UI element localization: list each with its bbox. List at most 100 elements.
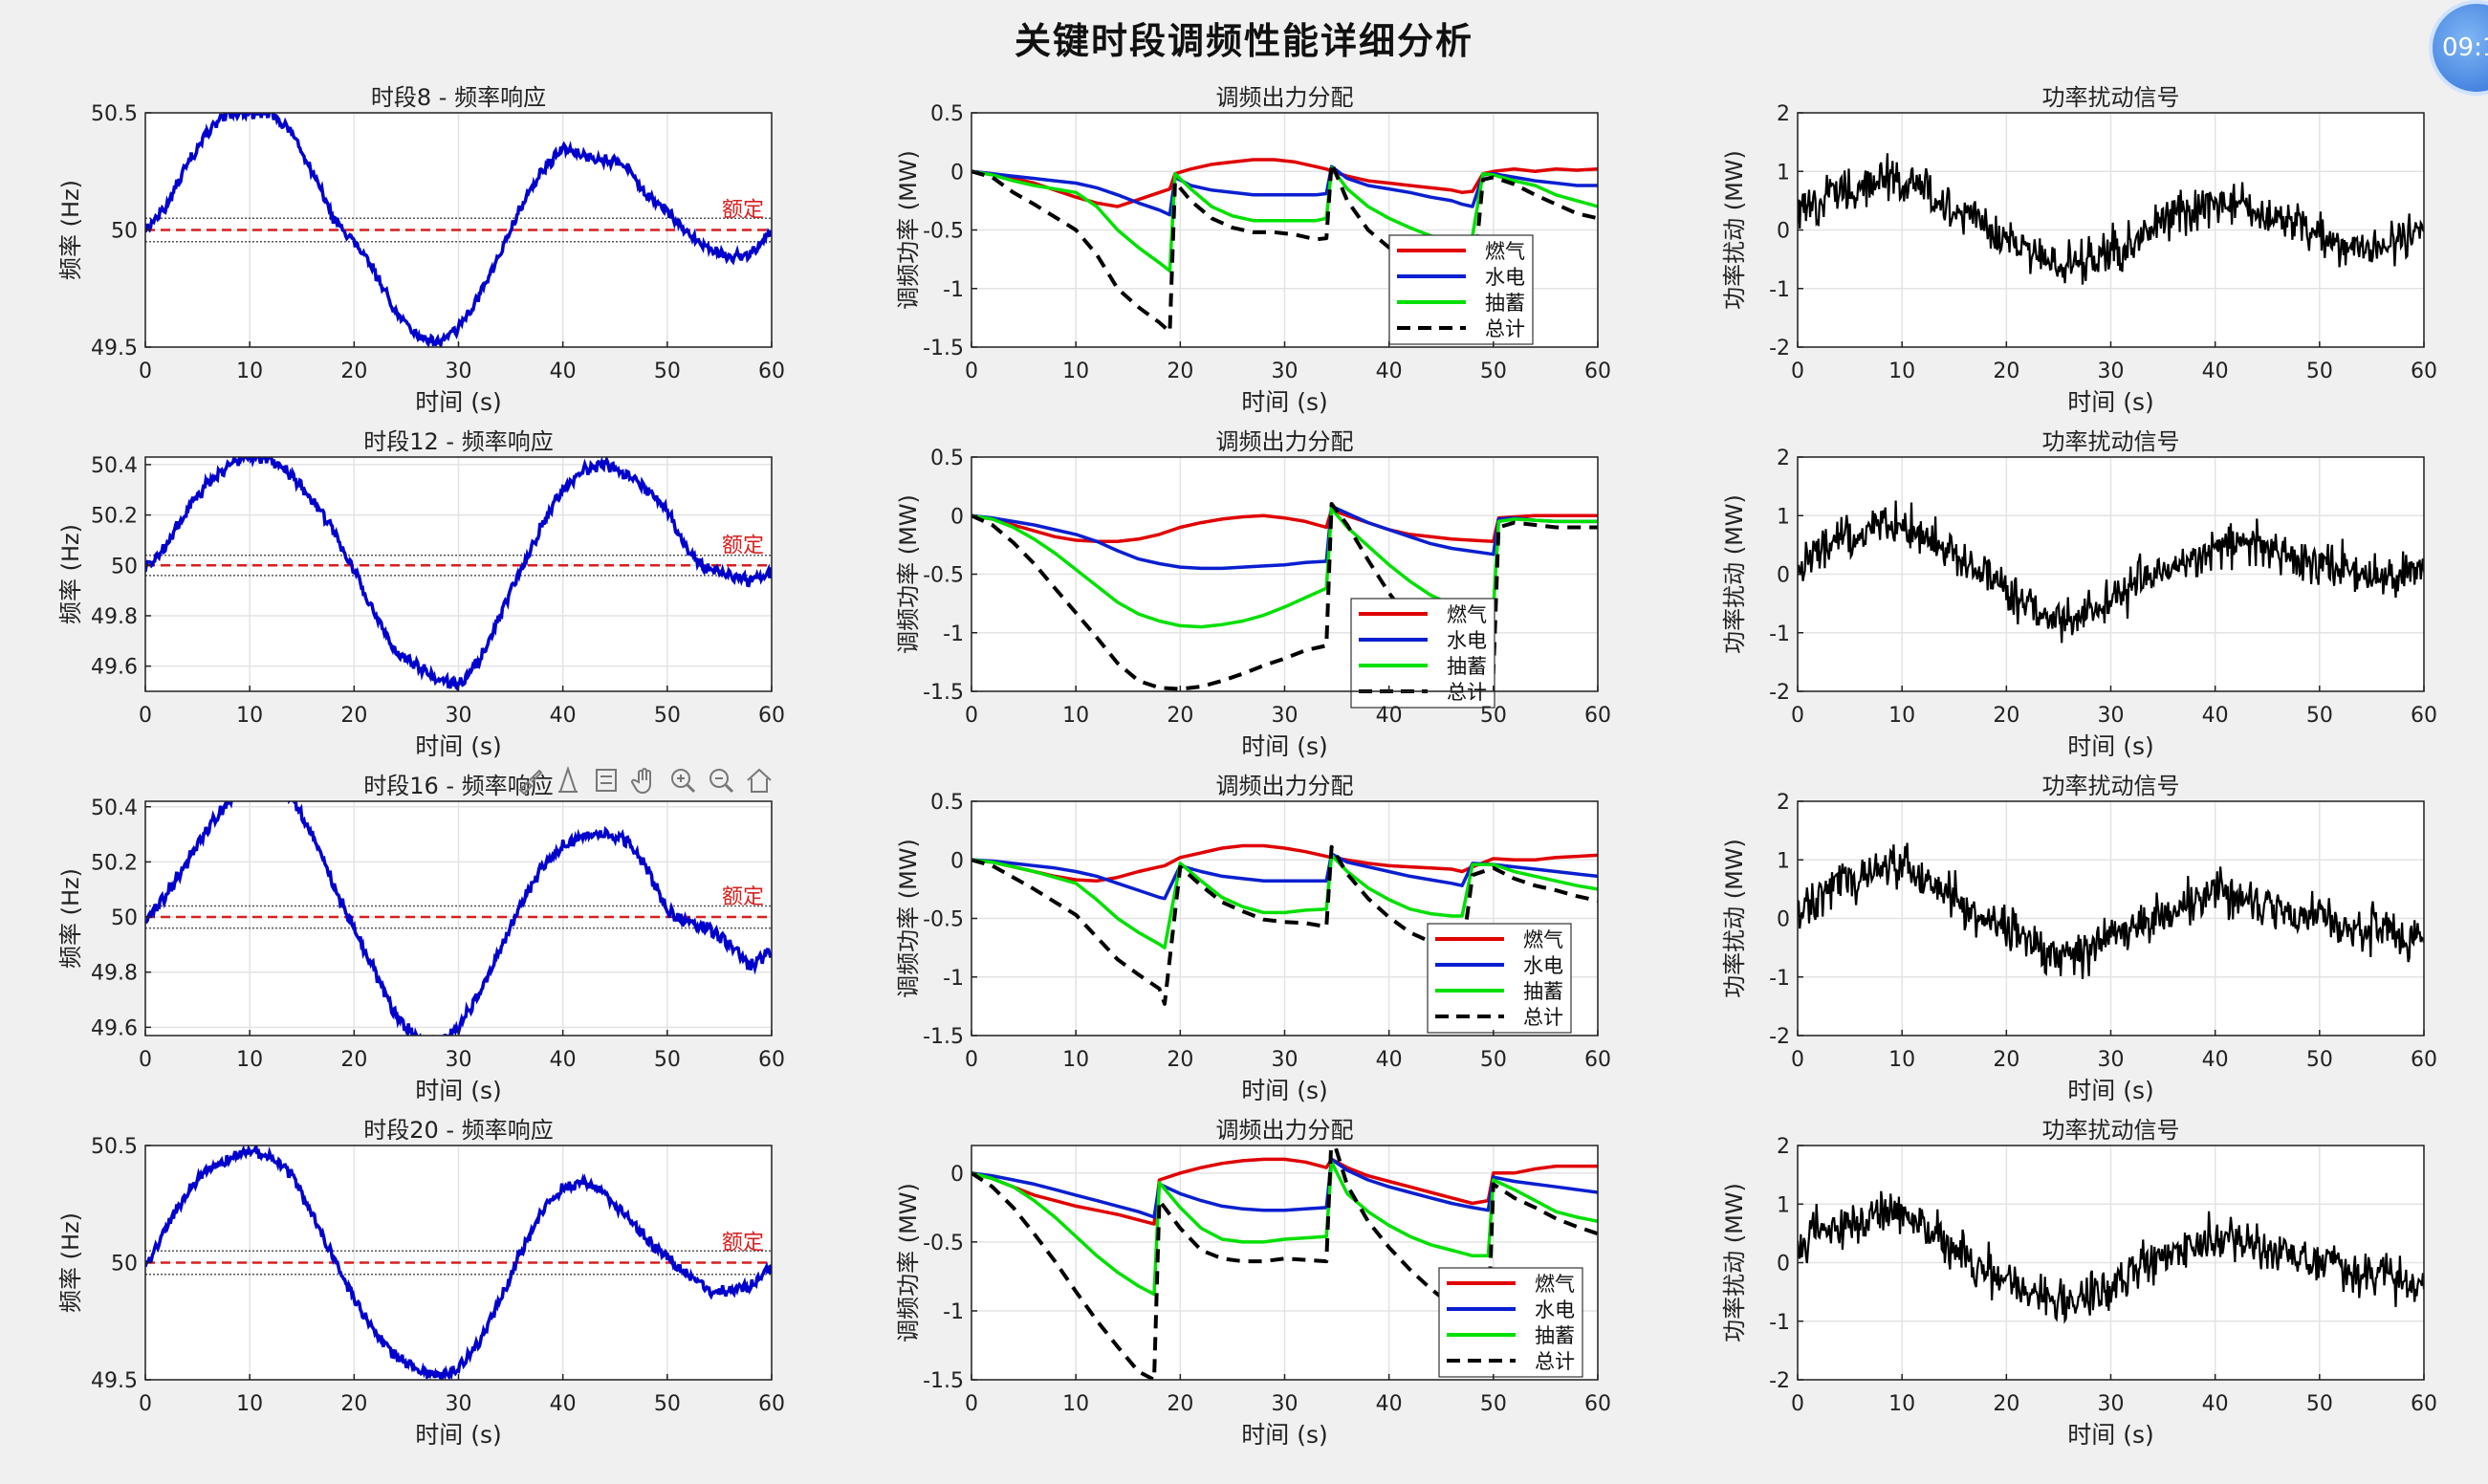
y-axis-label: 频率 (Hz) (57, 868, 84, 969)
y-tick-label: -1 (1769, 967, 1790, 991)
disturbance-series-line[interactable] (1798, 500, 2424, 644)
x-tick-label: 40 (1376, 360, 1403, 383)
x-tick-label: 30 (446, 360, 472, 383)
x-tick-label: 60 (2411, 704, 2437, 728)
series-total-line[interactable] (971, 1135, 1598, 1381)
x-tick-label: 0 (1791, 360, 1804, 383)
y-tick-label: 50.2 (91, 505, 138, 529)
y-tick-label: 50 (111, 1253, 138, 1277)
legend-label: 燃气 (1523, 928, 1563, 951)
frequency-series-line[interactable] (145, 1146, 772, 1380)
plot-area (971, 502, 1598, 691)
y-tick-label: -1.5 (923, 1369, 964, 1393)
frequency-series-line[interactable] (145, 448, 772, 691)
x-tick-label: 50 (1480, 360, 1507, 383)
x-tick-label: 10 (236, 360, 263, 383)
x-axis-label: 时间 (s) (415, 1421, 501, 1449)
home-icon[interactable] (742, 763, 776, 797)
legend-label: 抽蓄 (1447, 655, 1487, 678)
series-total-line[interactable] (971, 502, 1598, 691)
y-axis-label: 功率扰动 (MW) (1721, 1183, 1748, 1342)
pan-icon[interactable] (627, 763, 662, 797)
x-tick-label: 60 (758, 704, 785, 728)
y-tick-label: -1 (1769, 278, 1790, 302)
x-tick-label: 10 (1062, 360, 1089, 383)
series-pumped-line[interactable] (971, 1160, 1598, 1297)
x-tick-label: 0 (139, 704, 152, 728)
series-total-line[interactable] (971, 844, 1598, 1006)
axes-toolbar (513, 761, 776, 799)
x-tick-label: 30 (1272, 1048, 1299, 1072)
y-tick-label: -2 (1769, 1369, 1790, 1393)
x-tick-label: 40 (2202, 1048, 2229, 1072)
y-tick-label: 1 (1777, 161, 1790, 185)
plot-area (1798, 500, 2424, 644)
nominal-label: 额定 (722, 1232, 764, 1255)
subplot-2-0[interactable]: 额定 0 10 20 30 40 50 60 49.6 49.8 50 50.2 50.4 时段16 - … (57, 773, 785, 1104)
series-pumped-line[interactable] (971, 853, 1598, 949)
legend-label: 总计 (1535, 1350, 1575, 1373)
x-tick-label: 50 (2306, 1048, 2333, 1072)
x-tick-label: 50 (654, 1392, 681, 1416)
disturbance-series-line[interactable] (1798, 153, 2424, 285)
y-tick-label: 0 (1777, 564, 1790, 588)
x-tick-label: 40 (550, 704, 577, 728)
zoom-in-icon[interactable] (666, 763, 700, 797)
x-tick-label: 40 (1376, 704, 1403, 728)
x-tick-label: 20 (1993, 1048, 2019, 1072)
x-tick-label: 30 (446, 1392, 472, 1416)
series-total-line[interactable] (971, 161, 1598, 335)
x-tick-label: 30 (2098, 1392, 2125, 1416)
x-tick-label: 20 (1993, 360, 2019, 383)
figure-title: 关键时段调频性能详细分析 (1014, 19, 1473, 62)
subplot-title: 调频出力分配 (1216, 428, 1354, 455)
y-tick-label: 50.5 (91, 1135, 138, 1159)
zoom-out-icon[interactable] (704, 763, 738, 797)
subplot-1-0[interactable]: 额定 0 10 20 30 40 50 60 49.6 49.8 50 50.2 50.4 时段12 - … (57, 428, 785, 760)
x-tick-label: 40 (2202, 1392, 2229, 1416)
subplot-title: 时段12 - 频率响应 (363, 428, 553, 455)
y-tick-label: 0 (950, 849, 964, 873)
x-axis-label: 时间 (s) (1241, 388, 1327, 416)
x-tick-label: 30 (2098, 1048, 2125, 1072)
legend-toggle-icon[interactable] (589, 763, 623, 797)
x-tick-label: 40 (1376, 1392, 1403, 1416)
plot-area (1798, 842, 2424, 979)
y-tick-label: -1 (943, 278, 964, 302)
disturbance-series-line[interactable] (1798, 842, 2424, 979)
data-tips-icon[interactable] (551, 763, 585, 797)
x-tick-label: 10 (236, 1392, 263, 1416)
disturbance-series-line[interactable] (1798, 1190, 2424, 1324)
y-tick-label: -1 (1769, 622, 1790, 646)
y-axis-label: 调频功率 (MW) (895, 494, 922, 654)
y-tick-label: -1.5 (923, 1025, 964, 1049)
y-tick-label: 1 (1777, 849, 1790, 873)
y-tick-label: 0.5 (930, 791, 964, 815)
plot-area (145, 448, 772, 691)
plot-area (1798, 1190, 2424, 1324)
x-tick-label: 60 (2411, 1048, 2437, 1072)
series-pumped-line[interactable] (971, 165, 1598, 273)
x-tick-label: 40 (2202, 360, 2229, 383)
x-tick-label: 0 (965, 1392, 978, 1416)
x-tick-label: 0 (965, 1048, 978, 1072)
brush-icon[interactable] (513, 763, 547, 797)
y-tick-label: 50 (111, 906, 138, 930)
x-tick-label: 0 (139, 360, 152, 383)
x-axis-label: 时间 (s) (415, 732, 501, 760)
frequency-series-line[interactable] (145, 107, 772, 347)
